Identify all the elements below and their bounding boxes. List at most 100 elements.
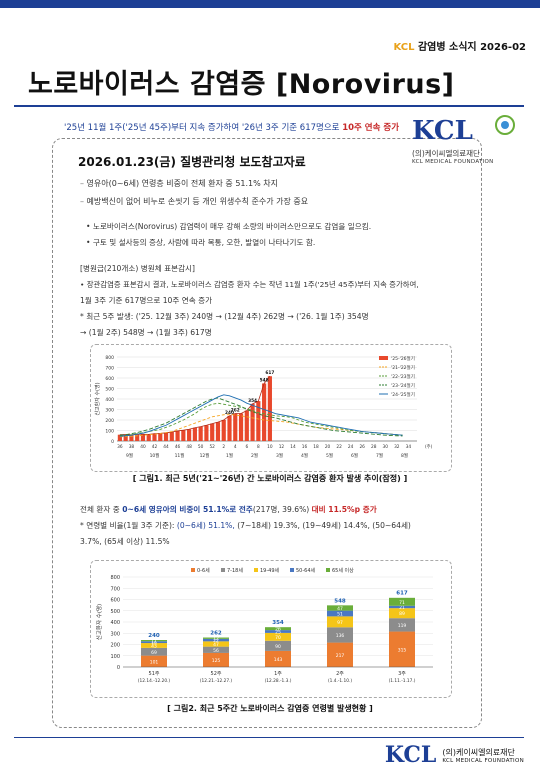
series-line <box>119 413 403 438</box>
headline-highlight: 10주 연속 증가 <box>342 123 400 133</box>
bar-segment <box>389 618 415 632</box>
bar <box>256 401 261 441</box>
month-label: 6월 <box>351 452 358 459</box>
total-label: 354 <box>272 620 284 626</box>
total-label: 617 <box>396 591 408 597</box>
x-tick-label: 48 <box>186 444 192 450</box>
bar-segment <box>203 641 229 647</box>
bar-trend-line <box>119 375 271 436</box>
bar <box>187 429 192 441</box>
bar-segment <box>265 632 291 641</box>
bar-segment <box>203 637 229 639</box>
segment-label: 101 <box>150 659 159 665</box>
key-point-1: – 영유아(0~6세) 연령층 비중이 전체 환자 중 51.1% 차지 <box>80 179 279 188</box>
x-tick-label: 26 <box>359 444 365 450</box>
category-label: 52주 <box>211 671 222 677</box>
bar <box>123 434 128 441</box>
bar-segment <box>203 638 229 642</box>
bar-segment <box>327 610 353 617</box>
y-tick-label: 700 <box>105 366 114 372</box>
bar <box>158 433 163 441</box>
x-tick-label: 12 <box>279 444 285 450</box>
y-tick-label: 100 <box>105 429 114 435</box>
data-label: 240 <box>225 410 234 416</box>
category-sub-label: (1.11.-1.17.) <box>389 678 416 684</box>
bar-segment <box>265 630 291 633</box>
bar <box>244 410 249 441</box>
bar-segment <box>389 608 415 619</box>
month-label: 7월 <box>376 452 383 459</box>
segment-label: 119 <box>398 623 407 629</box>
category-sub-label: (12.14.-12.20.) <box>138 678 171 684</box>
total-label: 262 <box>210 631 222 637</box>
legend-swatch <box>290 568 294 572</box>
series-line <box>119 402 403 437</box>
logo-name-en: KCL MEDICAL FOUNDATION <box>412 159 494 165</box>
data-label: 548 <box>260 377 269 383</box>
bar <box>210 423 215 441</box>
surveillance-line-1: • 장관감염증 표본감시 결과, 노로바이러스 감염증 환자 수는 작년 11월… <box>80 280 419 289</box>
legend-label: 7-18세 <box>227 567 243 574</box>
x-tick-label: 24 <box>348 444 354 450</box>
y-tick-label: 100 <box>110 654 120 660</box>
data-label: 354 <box>248 398 257 404</box>
bar-segment <box>327 627 353 643</box>
bar <box>181 430 186 441</box>
bar-segment <box>203 646 229 653</box>
briefing-card <box>52 138 482 728</box>
legend-swatch <box>221 568 225 572</box>
x-tick-label: 22 <box>336 444 342 450</box>
bar <box>250 403 255 441</box>
bar-segment <box>389 597 415 606</box>
segment-label: 47 <box>337 606 343 612</box>
newsletter-prefix: KCL <box>393 42 415 53</box>
bar <box>140 434 146 441</box>
bar <box>146 434 151 441</box>
bar <box>227 415 232 441</box>
legend-label: 65세 이상 <box>332 567 354 574</box>
x-tick-label: 8 <box>257 444 260 450</box>
bar-segment <box>141 647 167 656</box>
trend-chart: 0 100 200 300 400 500 600 700 800 신고환자 수(명) 36 38 40… <box>94 355 433 459</box>
bar <box>169 432 174 441</box>
segment-label: 26 <box>275 627 281 633</box>
age-bar-chart: 0 100 200 300 400 500 600 700 800 신고환자 수(명) 0-6세 7-… <box>95 567 433 684</box>
segment-label: 56 <box>213 648 219 654</box>
x-tick-label: 44 <box>163 444 169 450</box>
footer-logo-name-en: KCL MEDICAL FOUNDATION <box>442 757 524 764</box>
logo-name: (의)케이씨엘의료재단 <box>412 149 480 158</box>
legend-swatch <box>379 356 388 360</box>
legend-label: 19-49세 <box>260 567 280 574</box>
bar <box>267 376 272 441</box>
x-tick-label: 46 <box>175 444 181 450</box>
legend-swatch <box>326 568 330 572</box>
x-axis-label: (주) <box>425 444 433 450</box>
legend-label: '25-'26절기 <box>391 355 415 362</box>
briefing-date-title: 2026.01.23(금) 질병관리청 보도참고자료 <box>78 155 306 169</box>
segment-label: 22 <box>213 638 219 644</box>
chart2-caption: [ 그림2. 최근 5주간 노로바이러스 감염증 연령별 발생현황 ] <box>167 704 373 713</box>
x-tick-label: 28 <box>371 444 377 450</box>
y-tick-label: 400 <box>110 620 120 626</box>
y-tick-label: 700 <box>110 586 120 592</box>
bar-segment <box>327 616 353 628</box>
month-label: 11월 <box>175 452 185 459</box>
month-label: 12월 <box>200 452 210 459</box>
bullet-1: • 노로바이러스(Norovirus) 감염력이 매우 강해 소량의 바이러스만… <box>86 222 372 231</box>
segment-label: 21 <box>399 605 405 611</box>
title-divider <box>14 105 524 107</box>
month-label: 8월 <box>401 452 408 459</box>
chart1-frame: 0 100 200 300 400 500 600 700 800 신고환자 수(명) 36 38 40… <box>90 344 452 472</box>
surveillance-title: [병원급(210개소) 병원체 표본감시] <box>80 264 196 273</box>
age-summary-line-2: * 연령별 비율(1월 3주 기준): (0~6세) 51.1%, (7~18세… <box>80 521 411 530</box>
newsletter-issue: 감염병 소식지 2026-02 <box>417 42 526 53</box>
data-label: 617 <box>265 370 274 376</box>
top-accent-bar <box>0 0 540 8</box>
x-tick-label: 32 <box>394 444 400 450</box>
bar <box>117 434 122 441</box>
y-axis-label: 신고환자 수(명) <box>94 382 101 415</box>
x-tick-label: 18 <box>313 444 319 450</box>
bar <box>175 430 180 441</box>
bar <box>221 420 226 441</box>
bar <box>215 422 221 441</box>
